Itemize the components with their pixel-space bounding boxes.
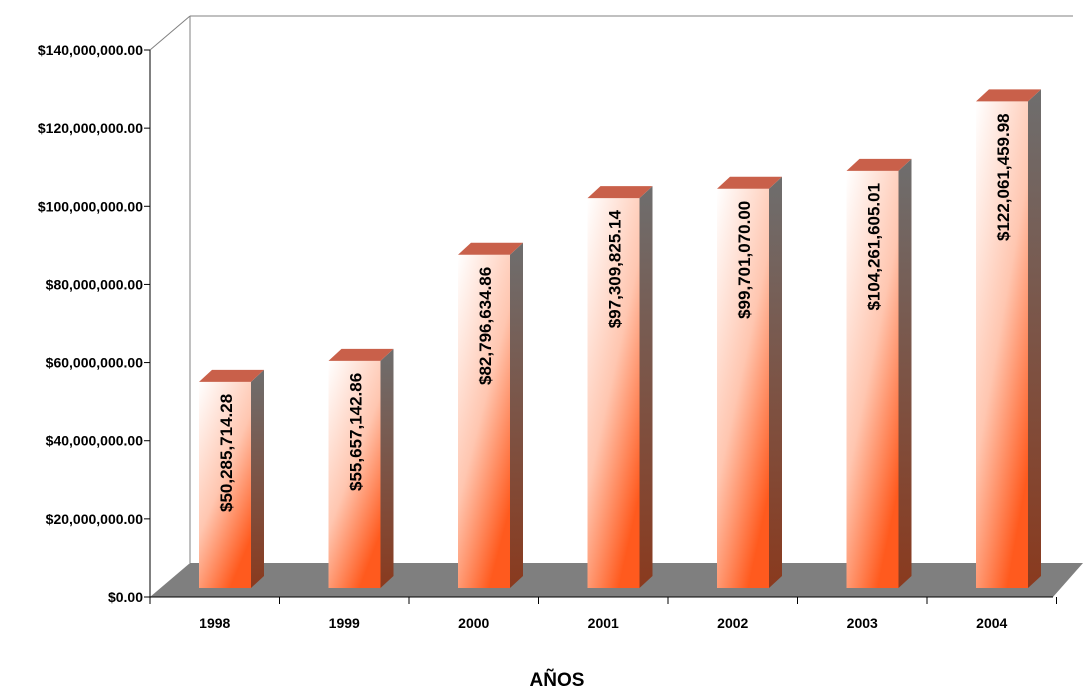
x-axis-title: AÑOS: [530, 669, 585, 689]
y-tick-label: $120,000,000.00: [38, 120, 143, 136]
bar-cap: [328, 348, 394, 361]
y-tick-label: $100,000,000.00: [38, 198, 143, 214]
bar-2003: $104,261,605.01: [846, 158, 912, 589]
bar-side: [898, 158, 912, 589]
x-tick-label: 1999: [329, 615, 360, 631]
y-axis: $0.00 $20,000,000.00 $40,000,000.00 $60,000…: [38, 42, 151, 605]
bar-front: [328, 360, 381, 588]
chart-walls: [149, 15, 1073, 563]
bar-cap: [976, 89, 1041, 102]
bars-group: $50,285,714.28 $55,657,142.86 $82,796,634.…: [199, 89, 1041, 589]
y-tick-label: $80,000,000.00: [46, 276, 144, 292]
data-label: $82,796,634.86: [476, 267, 495, 385]
bar-cap: [717, 176, 782, 189]
bar-front: [846, 170, 899, 589]
data-label: $104,261,605.01: [865, 183, 884, 311]
bar-side: [639, 186, 653, 588]
x-tick-label: 1998: [199, 615, 230, 631]
bar-cap: [199, 369, 264, 382]
bar-side: [769, 176, 782, 589]
bar-1998: $50,285,714.28: [199, 369, 264, 588]
bar-side: [510, 242, 523, 589]
x-axis: 1998 1999 2000 2001 2002 2003 2004: [149, 596, 1057, 631]
y-tick-label: $40,000,000.00: [46, 433, 144, 449]
bar-2004: $122,061,459.98: [976, 89, 1041, 589]
bar-2001: $97,309,825.14: [587, 186, 653, 588]
x-tick-label: 2004: [976, 615, 1007, 631]
x-tick-label: 2000: [458, 615, 489, 631]
x-tick-label: 2002: [717, 615, 748, 631]
y-tick-label: $0.00: [108, 589, 143, 605]
bar-2000: $82,796,634.86: [458, 242, 523, 589]
x-tick-label: 2001: [588, 615, 619, 631]
y-tick-label: $20,000,000.00: [46, 511, 144, 527]
x-tick-label: 2003: [847, 615, 878, 631]
bar-front: [976, 101, 1028, 589]
bar-front: [717, 188, 769, 589]
bar-front: [199, 381, 251, 588]
bar-side: [380, 348, 394, 588]
bar-1999: $55,657,142.86: [328, 348, 394, 588]
bar-cap: [458, 242, 523, 255]
data-label: $99,701,070.00: [735, 201, 754, 319]
y-tick-label: $140,000,000.00: [38, 42, 143, 58]
bar-2002: $99,701,070.00: [717, 176, 782, 589]
bar-cap: [587, 186, 653, 199]
data-label: $97,309,825.14: [606, 210, 625, 329]
bar-front: [458, 254, 510, 589]
data-label: $50,285,714.28: [217, 394, 236, 512]
bar-cap: [846, 158, 912, 171]
data-label: $55,657,142.86: [347, 373, 366, 491]
data-label: $122,061,459.98: [994, 113, 1013, 241]
bar-side: [1028, 89, 1041, 589]
bar-side: [251, 369, 264, 588]
y-tick-label: $60,000,000.00: [46, 355, 144, 371]
bar-front: [587, 198, 640, 588]
